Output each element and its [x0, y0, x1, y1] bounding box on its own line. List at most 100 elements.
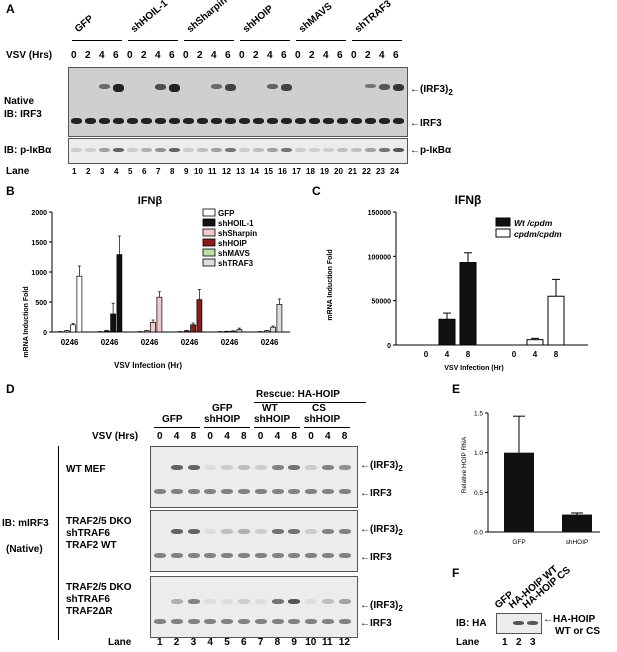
panel-a-irf3-band — [113, 118, 124, 124]
panel-c-bar — [547, 295, 565, 346]
panel-d-time: 4 — [173, 431, 180, 442]
panel-d-dimer-band — [187, 529, 200, 534]
panel-a-ib-pikba-label: IB: p-IκBα — [4, 145, 52, 156]
panel-f-lane-number: 1 — [502, 637, 508, 648]
panel-d-lane-number: 7 — [257, 637, 264, 648]
panel-b-bar — [110, 313, 116, 333]
panel-c-ytick-label: 0 — [387, 343, 391, 350]
panel-d-dimer-band — [254, 529, 267, 534]
panel-a-time: 0 — [183, 50, 189, 61]
panel-d-group-bottom-label: shHOIP — [304, 414, 341, 425]
panel-c-bar — [459, 262, 477, 346]
panel-a-irf3-band — [365, 118, 376, 124]
panel-a-dimer-band — [225, 84, 236, 91]
panel-d-irf3-label: ←IRF3 — [360, 618, 392, 629]
panel-a-native-label: Native — [4, 96, 35, 107]
panel-e-ytick-label: 1.0 — [474, 450, 483, 457]
panel-a-lane-number: 11 — [208, 167, 217, 176]
panel-b-bar — [270, 326, 276, 333]
panel-d-time: 0 — [257, 431, 264, 442]
panel-a-group-label: shMAVS — [296, 0, 335, 36]
panel-d-group-top-label: GFP — [162, 414, 183, 425]
panel-a-lane-label: Lane — [6, 166, 30, 177]
panel-a-group-label: shSharpin — [184, 0, 230, 35]
panel-a-time: 6 — [393, 50, 399, 61]
panel-c-letter: C — [312, 184, 321, 198]
panel-b-ytick-label: 0 — [43, 330, 47, 337]
panel-a-pikba-band — [127, 148, 138, 152]
panel-d-irf3-band — [221, 553, 234, 558]
panel-d-irf3-band — [238, 553, 250, 558]
panel-d-irf3-band — [305, 553, 318, 558]
panel-a-irf3-band — [197, 118, 208, 124]
panel-d-lane-number: 2 — [173, 637, 180, 648]
panel-d-dimer-band — [204, 599, 217, 604]
panel-d-group-top-label: WT — [262, 403, 278, 414]
panel-b-xtick-label: 0246 — [181, 338, 199, 347]
panel-b-bar — [190, 324, 196, 333]
panel-b-chart: IFNβ mRNA Induction Fold 0 500 1000 1500 200… — [23, 195, 290, 370]
panel-d-time: 4 — [325, 431, 331, 442]
panel-a-lane-number: 13 — [236, 167, 245, 176]
panel-d-irf3-band — [288, 619, 301, 624]
panel-a-dimer-band — [267, 84, 278, 89]
panel-b-bar — [230, 330, 236, 333]
panel-d-time: 8 — [190, 431, 197, 442]
panel-a-lane-number: 23 — [376, 167, 385, 176]
panel-d-time: 8 — [291, 431, 297, 442]
panel-a-time: 0 — [71, 50, 77, 61]
panel-b-xlabel: VSV Infection (Hr) — [114, 361, 182, 370]
panel-b-bar — [76, 275, 83, 333]
panel-e-ytick-label: 0.5 — [474, 490, 483, 497]
panel-d-time: 0 — [207, 431, 213, 442]
panel-b-legend-swatch — [202, 208, 216, 217]
panel-a-irf3-band — [281, 118, 292, 124]
panel-d-group-top-label: GFP — [212, 403, 233, 414]
panel-c-bar — [438, 318, 456, 346]
panel-d-dimer-band — [170, 599, 183, 604]
panel-b-bar — [196, 299, 203, 333]
panel-b-letter: B — [6, 184, 15, 198]
panel-a-irf3-band — [379, 118, 390, 124]
panel-d-dimer-band — [221, 599, 234, 604]
panel-a-lane-number: 1 — [72, 167, 77, 176]
panel-d-row-label: TRAF2 WT — [66, 540, 117, 551]
panel-b-legend-swatch — [202, 218, 216, 227]
panel-c-ytick-label: 100000 — [368, 254, 391, 261]
panel-d-dimer-band — [271, 599, 284, 604]
panel-a-time: 6 — [169, 50, 175, 61]
panel-a-time: 0 — [351, 50, 357, 61]
panel-c-xtick-label: 4 — [533, 350, 538, 359]
panel-d-irf3-band — [204, 619, 217, 624]
panel-d-dimer-band — [288, 529, 301, 534]
panel-b-bar — [70, 324, 76, 333]
panel-b-legend-swatch — [202, 228, 216, 237]
panel-e-letter: E — [452, 382, 461, 396]
panel-a-group-underline — [352, 40, 402, 41]
panel-d-irf3-label: ←IRF3 — [360, 552, 392, 563]
panel-d-irf3-band — [254, 553, 267, 558]
panel-a-pikba-band — [99, 148, 110, 152]
panel-c-ytick-label: 150000 — [368, 210, 391, 217]
panel-a-irf3-band — [99, 118, 110, 124]
panel-a-pikba-band — [281, 148, 292, 152]
panel-d-irf3-label: ←IRF3 — [360, 488, 392, 499]
panel-d-irf3-band — [271, 553, 284, 558]
panel-d-irf3-band — [288, 553, 301, 558]
panel-a-pikba-band-label: ←p-IκBα — [410, 145, 452, 156]
panel-d-irf3-band — [338, 489, 351, 494]
panel-e-ytick-label: 1.5 — [474, 411, 483, 418]
panel-a-lane-number: 24 — [390, 167, 399, 176]
panel-d-group-underline — [304, 427, 350, 428]
panel-a-time: 4 — [211, 50, 217, 61]
panel-d-irf3-band — [305, 489, 318, 494]
panel-a-lane-number: 6 — [142, 167, 147, 176]
panel-d-dimer-band — [238, 465, 250, 470]
panel-d-dimer-band — [187, 599, 200, 604]
panel-a-lane-number: 7 — [156, 167, 161, 176]
panel-f-lane-number: 2 — [516, 637, 522, 648]
panel-b-legend-label: shHOIL-1 — [218, 219, 254, 228]
panel-f-blot — [496, 613, 542, 634]
panel-d-dimer-label: ←(IRF3)2 — [360, 524, 403, 537]
panel-a-dimer-band — [379, 84, 390, 90]
